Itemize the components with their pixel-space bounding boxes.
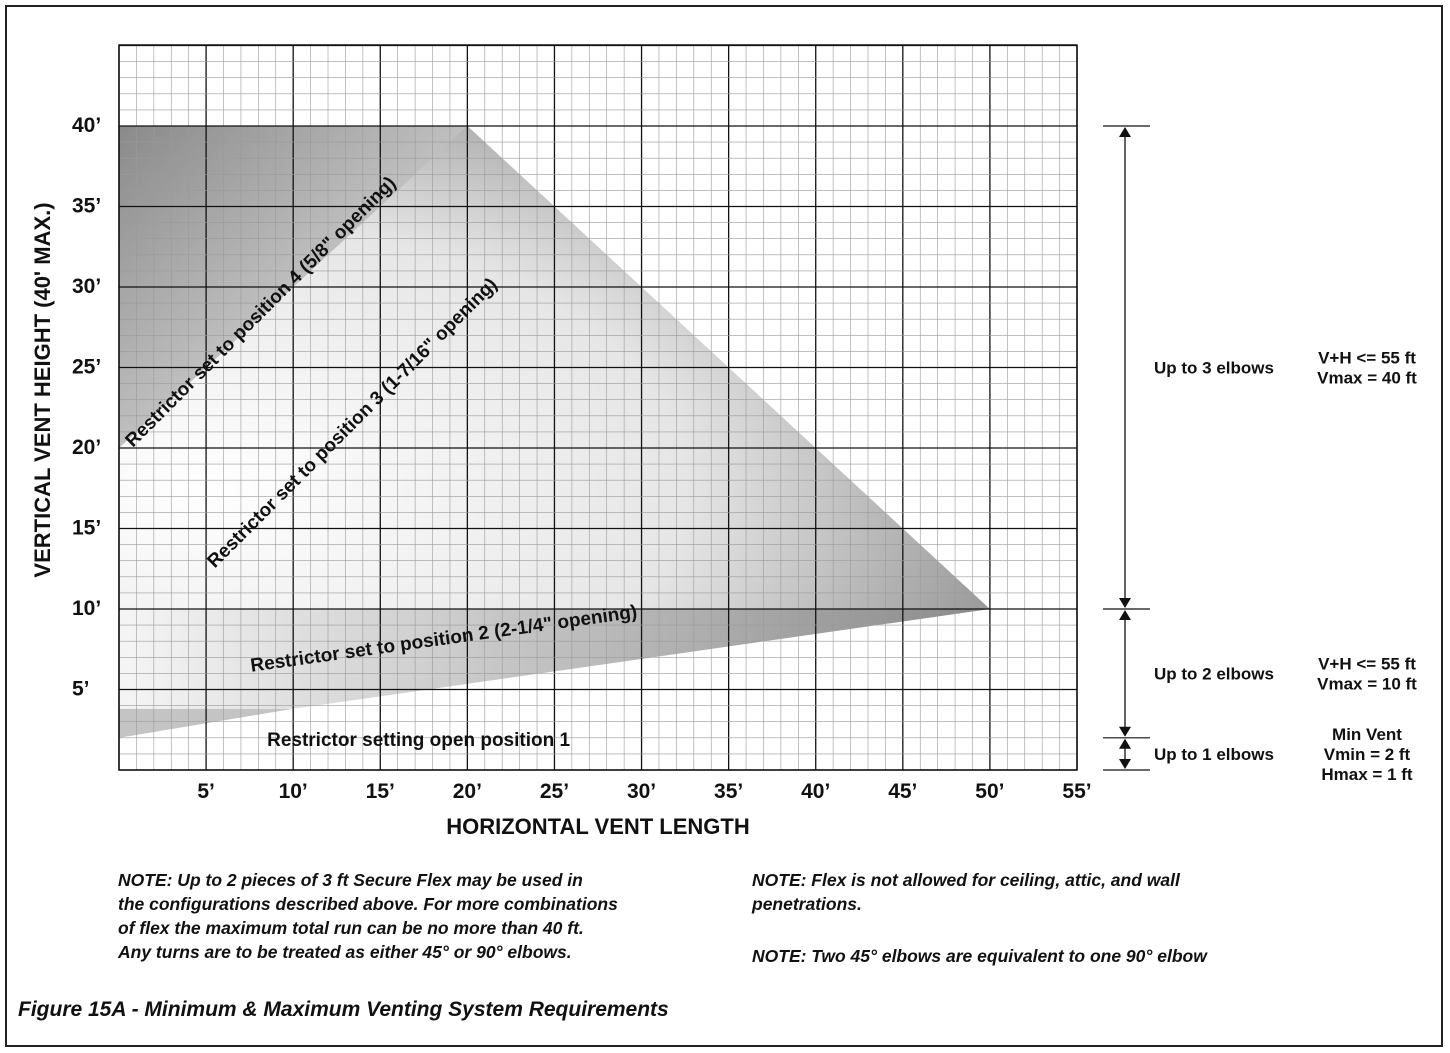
note-right-line: NOTE: Flex is not allowed for ceiling, a…: [752, 870, 1180, 890]
y-tick-label: 10’: [72, 597, 101, 620]
figure-caption: Figure 15A - Minimum & Maximum Venting S…: [18, 998, 669, 1021]
arrow-down-icon: [1119, 726, 1131, 737]
y-tick-label: 40’: [72, 114, 101, 137]
x-tick-label: 15’: [366, 780, 395, 803]
bracket-note: V+H <= 55 ft: [1318, 654, 1416, 673]
note-left-line: of flex the maximum total run can be no …: [118, 918, 584, 938]
region-label: Restrictor setting open position 1: [267, 730, 570, 751]
x-tick-label: 50’: [975, 780, 1004, 803]
note-left-line: Any turns are to be treated as either 45…: [118, 942, 572, 962]
y-tick-label: 30’: [72, 275, 101, 298]
x-tick-label: 25’: [540, 780, 569, 803]
x-tick-label: 10’: [279, 780, 308, 803]
x-tick-label: 55’: [1062, 780, 1091, 803]
y-tick-label: 15’: [72, 517, 101, 540]
x-tick-label: 45’: [888, 780, 917, 803]
note-left: NOTE: Up to 2 pieces of 3 ft Secure Flex…: [118, 868, 718, 964]
bracket-note: Hmax = 1 ft: [1321, 765, 1413, 784]
y-tick-label: 5’: [72, 678, 90, 701]
note-right-1: NOTE: Flex is not allowed for ceiling, a…: [752, 868, 1332, 916]
arrow-up-icon: [1119, 738, 1131, 749]
x-tick-label: 40’: [801, 780, 830, 803]
figure-frame: [5, 5, 1443, 1047]
y-tick-label: 20’: [72, 436, 101, 459]
x-axis-label: HORIZONTAL VENT LENGTH: [446, 814, 750, 839]
note-left-line: NOTE: Up to 2 pieces of 3 ft Secure Flex…: [118, 870, 583, 890]
note-right-2: NOTE: Two 45° elbows are equivalent to o…: [752, 944, 1352, 968]
arrow-up-icon: [1119, 127, 1131, 137]
x-tick-label: 20’: [453, 780, 482, 803]
bracket-label: Up to 2 elbows: [1154, 664, 1274, 683]
y-tick-label: 35’: [72, 195, 101, 218]
x-tick-label: 35’: [714, 780, 743, 803]
note-right-line: penetrations.: [752, 894, 862, 914]
arrow-up-icon: [1119, 610, 1131, 620]
bracket-note: V+H <= 55 ft: [1318, 349, 1416, 368]
bracket-note: Vmin = 2 ft: [1324, 745, 1411, 764]
y-tick-label: 25’: [72, 356, 101, 379]
plot-border: [118, 44, 1078, 771]
x-tick-label: 30’: [627, 780, 656, 803]
arrow-down-icon: [1119, 598, 1131, 608]
arrow-down-icon: [1119, 759, 1131, 769]
bracket-note: Vmax = 40 ft: [1317, 369, 1417, 388]
bracket-note: Min Vent: [1332, 725, 1402, 744]
note-left-line: the configurations described above. For …: [118, 894, 618, 914]
bracket-note: Vmax = 10 ft: [1317, 674, 1417, 693]
note-right-line: NOTE: Two 45° elbows are equivalent to o…: [752, 946, 1207, 966]
y-axis-label: VERTICAL VENT HEIGHT (40' MAX.): [30, 202, 55, 577]
bracket-label: Up to 3 elbows: [1154, 359, 1274, 378]
bracket-label: Up to 1 elbows: [1154, 745, 1274, 764]
x-tick-label: 5’: [197, 780, 215, 803]
